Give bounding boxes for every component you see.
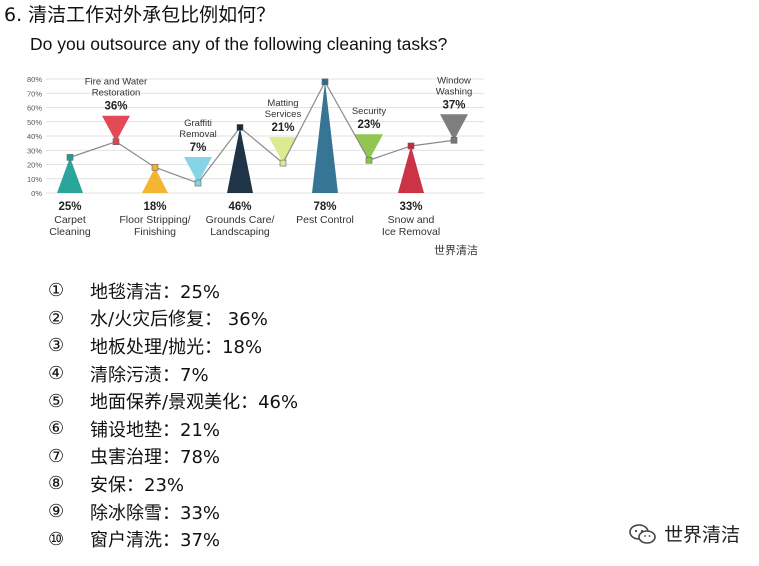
list-item-text: 地面保养/景观美化：46% <box>90 392 299 414</box>
outsourcing-chart: Do you outsource any of the following cl… <box>27 34 484 257</box>
marker-triangle <box>398 145 424 193</box>
list-item-text: 地毯清洁：25% <box>90 281 221 303</box>
category-label: Services <box>265 109 302 120</box>
data-point <box>236 124 244 131</box>
data-label: 37% <box>442 99 465 111</box>
y-tick-label: 10% <box>27 175 42 184</box>
list-item: ③ 地板处理/抛光：18% <box>48 332 298 360</box>
marker-triangle <box>440 114 468 141</box>
list-item: ⑨ 除冰除雪：33% <box>48 498 298 526</box>
list-item-number: ③ <box>48 335 65 357</box>
data-label: 18% <box>143 201 166 213</box>
data-point <box>151 164 159 171</box>
list-item: ⑧ 安保：23% <box>48 470 298 498</box>
y-tick-label: 80% <box>27 75 42 84</box>
data-label: 46% <box>228 201 251 213</box>
series-line <box>69 80 455 184</box>
category-label: Fire and Water <box>85 77 147 88</box>
marker-triangle <box>312 81 338 193</box>
list-item-number: ⑨ <box>48 501 65 523</box>
list-item-number: ⑧ <box>48 473 65 495</box>
page-heading: 6. 清洁工作对外承包比例如何？ <box>4 4 276 26</box>
category-label: Matting <box>267 98 298 109</box>
category-label: Carpet <box>54 214 86 226</box>
data-point <box>321 78 329 86</box>
category-label: Floor Stripping/ <box>119 214 190 226</box>
list-item-text: 窗户清洗：37% <box>90 530 221 552</box>
watermark: 世界清洁 <box>628 520 740 547</box>
category-label: Removal <box>179 129 217 140</box>
list-item-text: 地板处理/抛光：18% <box>90 336 263 358</box>
data-label: 21% <box>271 122 294 134</box>
category-label: Cleaning <box>49 226 91 238</box>
wechat-icon <box>629 523 656 544</box>
category-label: Restoration <box>92 88 141 99</box>
marker-triangle <box>57 157 83 193</box>
data-point <box>66 154 74 161</box>
list-item-text: 虫害治理：78% <box>90 447 221 469</box>
y-tick-label: 50% <box>27 118 42 127</box>
chart-watermark: 世界清洁 <box>434 244 478 257</box>
marker-triangle <box>227 127 253 193</box>
list-item-number: ⑩ <box>48 528 65 550</box>
data-point <box>112 138 120 145</box>
chart-card: Do you outsource any of the following cl… <box>24 28 492 268</box>
data-label: 23% <box>357 119 380 131</box>
list-item-text: 安保：23% <box>90 474 185 496</box>
category-label: Graffiti <box>184 118 212 129</box>
list-item-text: 清除污渍：7% <box>90 364 209 386</box>
list-item-text: 铺设地垫：21% <box>90 419 221 441</box>
list-item: ⑩ 窗户清洗：37% <box>48 525 298 553</box>
marker-triangle <box>269 137 297 164</box>
marker-triangle <box>184 157 212 184</box>
y-tick-label: 20% <box>27 161 42 170</box>
percentage-list: ① 地毯清洁：25% ② 水/火灾后修复： 36% ③ 地板处理/抛光：18% ④ 清除污渍：… <box>48 277 298 553</box>
data-label: 33% <box>399 201 422 213</box>
category-label: Washing <box>436 86 473 97</box>
data-point <box>194 179 202 187</box>
data-point <box>450 136 458 144</box>
category-label: Grounds Care/ <box>206 214 275 226</box>
data-point <box>407 142 415 150</box>
list-item-text: 水/火灾后修复： 36% <box>90 309 268 331</box>
marker-triangle <box>102 115 130 142</box>
data-point <box>365 156 373 164</box>
list-item: ⑦ 虫害治理：78% <box>48 443 298 471</box>
y-tick-label: 70% <box>27 89 42 98</box>
data-label: 78% <box>313 201 336 213</box>
list-item: ② 水/火灾后修复： 36% <box>48 305 298 333</box>
list-item-number: ⑤ <box>48 390 65 412</box>
list-item-text: 除冰除雪：33% <box>90 502 221 524</box>
list-item: ⑤ 地面保养/景观美化：46% <box>48 387 298 415</box>
list-item-number: ① <box>48 280 65 302</box>
data-point <box>279 159 287 167</box>
y-tick-label: 40% <box>27 132 42 141</box>
list-item-number: ④ <box>48 363 65 385</box>
watermark-text: 世界清洁 <box>664 524 741 546</box>
list-item: ① 地毯清洁：25% <box>48 277 298 305</box>
list-item-number: ⑥ <box>48 418 65 440</box>
data-label: 7% <box>190 142 207 154</box>
list-item: ⑥ 铺设地垫：21% <box>48 415 298 443</box>
list-item: ④ 清除污渍：7% <box>48 360 298 388</box>
data-label: 25% <box>58 201 81 213</box>
category-label: Pest Control <box>296 214 354 226</box>
y-tick-label: 60% <box>27 104 42 113</box>
chart-title: Do you outsource any of the following cl… <box>30 34 448 54</box>
list-item-number: ⑦ <box>48 445 65 467</box>
category-label: Ice Removal <box>382 226 440 238</box>
marker-triangle <box>355 134 383 161</box>
category-label: Landscaping <box>210 226 270 238</box>
data-label: 36% <box>104 101 127 113</box>
marker-triangle <box>142 167 168 193</box>
category-label: Window <box>437 75 471 86</box>
y-tick-label: 0% <box>31 189 42 198</box>
category-label: Security <box>352 106 387 117</box>
list-item-number: ② <box>48 307 65 329</box>
category-label: Finishing <box>134 226 176 238</box>
category-label: Snow and <box>388 214 435 226</box>
y-tick-label: 30% <box>27 146 42 155</box>
